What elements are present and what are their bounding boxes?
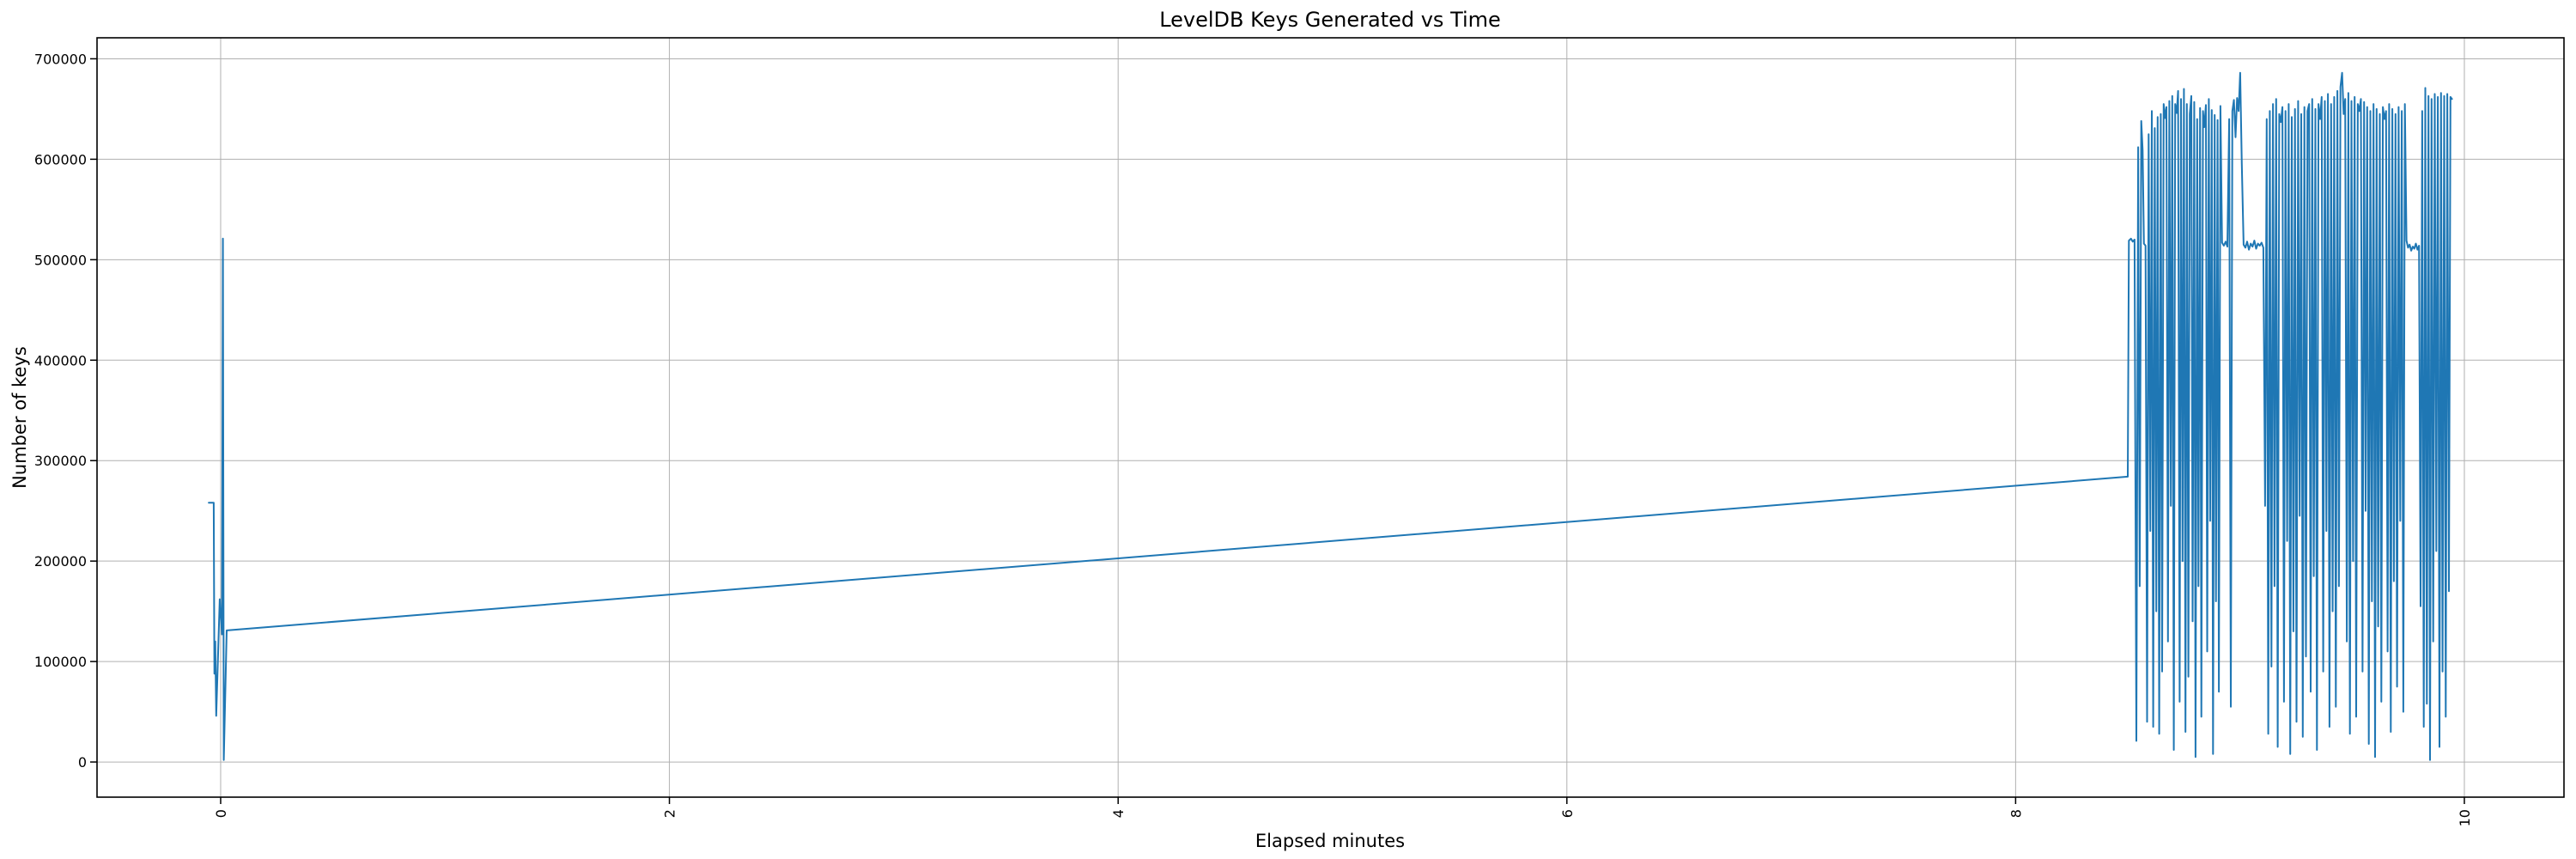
x-tick-label: 8: [2008, 809, 2024, 818]
series-layer: [208, 71, 2453, 761]
chart-title: LevelDB Keys Generated vs Time: [1159, 8, 1501, 32]
y-tick-label: 100000: [34, 654, 87, 670]
data-line: [208, 71, 2453, 761]
axes-layer: [90, 37, 2565, 804]
tick-label-layer: 0 100000 200000 300000 400000 500000 600000 700…: [34, 51, 2473, 826]
y-tick-label: 700000: [34, 51, 87, 67]
y-axis-label: Number of keys: [9, 346, 30, 489]
y-tick-label: 500000: [34, 252, 87, 268]
grid-layer: [97, 38, 2564, 797]
y-tick-label: 0: [78, 754, 87, 771]
x-tick-label: 0: [213, 809, 229, 818]
x-axis-label: Elapsed minutes: [1255, 831, 1405, 851]
x-tick-label: 6: [1559, 809, 1576, 818]
y-tick-label: 600000: [34, 151, 87, 168]
x-tick-label: 10: [2457, 809, 2473, 826]
plot-border: [96, 37, 2565, 798]
y-tick-label: 400000: [34, 352, 87, 369]
y-tick-label: 300000: [34, 453, 87, 469]
x-tick-label: 2: [662, 809, 678, 818]
x-tick-label: 4: [1110, 809, 1127, 818]
y-tick-label: 200000: [34, 553, 87, 570]
